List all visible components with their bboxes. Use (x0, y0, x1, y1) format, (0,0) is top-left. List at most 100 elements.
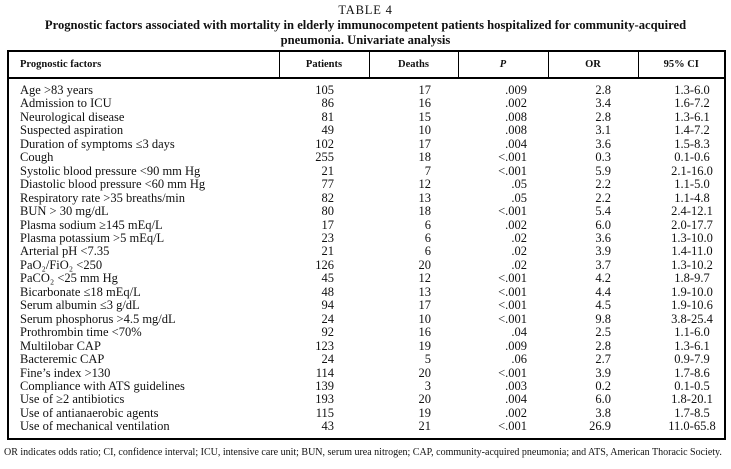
cell-ci: 2.1-16.0 (671, 164, 713, 178)
cell-patients: 43 (321, 420, 335, 434)
cell-patients: 24 (321, 312, 335, 326)
cell-patients: 255 (315, 151, 334, 165)
cell-ci: 1.3-10.0 (671, 231, 713, 245)
cell-patients: 21 (321, 245, 335, 259)
cell-patients: 48 (321, 285, 335, 299)
cell-patients: 115 (315, 406, 334, 420)
cell-deaths: 6 (424, 231, 431, 245)
table-row: Bacteremic CAP 24 5 .06 2.7 0.9-7.9 (8, 353, 725, 366)
cell-ci: 1.9-10.0 (671, 285, 713, 299)
cell-p: <.001 (498, 299, 527, 313)
table-row: Diastolic blood pressure <60 mm Hg 77 12 .0… (8, 178, 725, 191)
cell-deaths: 20 (418, 258, 432, 272)
cell-ci: 1.7-8.5 (674, 406, 710, 420)
cell-patients: 80 (321, 205, 335, 219)
cell-factor: Multilobar CAP (20, 339, 101, 353)
table-row: Arterial pH <7.35 21 6 .02 3.9 1.4-11.0 (8, 245, 725, 258)
cell-p: .008 (505, 110, 527, 124)
cell-p: .05 (511, 178, 527, 192)
table-row: Age >83 years 105 17 .009 2.8 1.3-6.0 (8, 78, 725, 97)
cell-p: .05 (511, 191, 527, 205)
cell-patients: 49 (321, 124, 335, 138)
cell-deaths: 12 (418, 178, 432, 192)
cell-or: 2.5 (595, 326, 611, 340)
cell-p: .003 (505, 379, 527, 393)
table-row: Use of ≥2 antibiotics 193 20 .004 6.0 1.8-20.… (8, 393, 725, 406)
table-row: Use of antianaerobic agents 115 19 .002 3.8 1… (8, 407, 725, 420)
cell-deaths: 17 (418, 299, 432, 313)
cell-or: 6.0 (595, 218, 611, 232)
cell-or: 5.9 (595, 164, 611, 178)
cell-ci: 1.4-11.0 (671, 245, 713, 259)
cell-p: .004 (505, 137, 527, 151)
cell-or: 0.3 (595, 151, 611, 165)
cell-or: 3.9 (595, 245, 611, 259)
cell-ci: 2.4-12.1 (671, 205, 713, 219)
cell-or: 2.8 (595, 83, 611, 97)
cell-factor: Bacteremic CAP (20, 353, 105, 367)
cell-deaths: 21 (418, 420, 432, 434)
cell-deaths: 18 (418, 151, 432, 165)
cell-or: 3.7 (595, 258, 611, 272)
table-row: PaO₂/FiO₂ <250 126 20 .02 3.7 1.3-10.2 (8, 259, 725, 272)
cell-or: 2.7 (595, 353, 611, 367)
cell-or: 3.6 (595, 137, 611, 151)
cell-factor: Duration of symptoms ≤3 days (20, 137, 175, 151)
cell-ci: 1.1-4.8 (674, 191, 710, 205)
header-row: Prognostic factors Patients Deaths P OR … (8, 51, 725, 79)
cell-or: 0.2 (595, 379, 611, 393)
cell-factor: Cough (20, 151, 54, 165)
cell-factor: PaO₂/FiO₂ <250 (20, 258, 103, 272)
cell-deaths: 15 (418, 110, 432, 124)
cell-ci: 2.0-17.7 (671, 218, 713, 232)
cell-patients: 102 (315, 137, 334, 151)
cell-or: 2.2 (595, 191, 611, 205)
cell-or: 3.9 (595, 366, 611, 380)
cell-patients: 21 (321, 164, 335, 178)
table-row: Prothrombin time <70% 92 16 .04 2.5 1.1-6.0 (8, 326, 725, 339)
cell-deaths: 16 (418, 97, 432, 111)
cell-factor: Fine’s index >130 (20, 366, 111, 380)
table-row: Plasma potassium >5 mEq/L 23 6 .02 3.6 1.3-10… (8, 232, 725, 245)
cell-ci: 1.3-10.2 (671, 258, 713, 272)
cell-factor: Plasma sodium ≥145 mEq/L (20, 218, 163, 232)
cell-or: 5.4 (595, 205, 611, 219)
prognostic-factors-table: Prognostic factors Patients Deaths P OR … (7, 50, 726, 440)
table-row: Multilobar CAP 123 19 .009 2.8 1.3-6.1 (8, 340, 725, 353)
cell-ci: 3.8-25.4 (671, 312, 713, 326)
cell-p: .002 (505, 406, 527, 420)
cell-deaths: 3 (424, 379, 431, 393)
cell-factor: Use of mechanical ventilation (20, 420, 170, 434)
cell-ci: 1.6-7.2 (674, 97, 710, 111)
table-row: PaCO₂ <25 mm Hg 45 12 <.001 4.2 1.8-9.7 (8, 272, 725, 285)
cell-deaths: 16 (418, 326, 432, 340)
table-row: Serum phosphorus >4.5 mg/dL 24 10 <.001 9.8 3… (8, 313, 725, 326)
cell-factor: Plasma potassium >5 mEq/L (20, 231, 165, 245)
cell-deaths: 7 (424, 164, 431, 178)
cell-patients: 114 (315, 366, 334, 380)
cell-deaths: 5 (424, 353, 431, 367)
cell-ci: 1.3-6.0 (674, 83, 710, 97)
cell-p: <.001 (498, 272, 527, 286)
cell-factor: Use of ≥2 antibiotics (20, 393, 125, 407)
table-body: Age >83 years 105 17.009 2.8 1.3-6.0 Admissio… (8, 78, 725, 439)
cell-patients: 17 (321, 218, 335, 232)
cell-p: .002 (505, 97, 527, 111)
cell-or: 2.8 (595, 339, 611, 353)
table-row: Fine’s index >130 114 20 <.001 3.9 1.7-8.6 (8, 367, 725, 380)
cell-ci: 1.5-8.3 (674, 137, 710, 151)
table-caption: Prognostic factors associated with morta… (44, 18, 687, 47)
cell-ci: 1.1-6.0 (674, 326, 710, 340)
cell-p: <.001 (498, 205, 527, 219)
cell-factor: Use of antianaerobic agents (20, 406, 159, 420)
table-number: TABLE 4 (338, 3, 393, 17)
cell-ci: 1.7-8.6 (674, 366, 710, 380)
cell-p: <.001 (498, 151, 527, 165)
table-row: Serum albumin ≤3 g/dL 94 17 <.001 4.5 1.9-10.… (8, 299, 725, 312)
cell-or: 4.2 (595, 272, 611, 286)
cell-ci: 1.8-20.1 (671, 393, 713, 407)
cell-p: .06 (511, 353, 527, 367)
cell-patients: 92 (321, 326, 335, 340)
cell-ci: 11.0-65.8 (668, 420, 716, 434)
